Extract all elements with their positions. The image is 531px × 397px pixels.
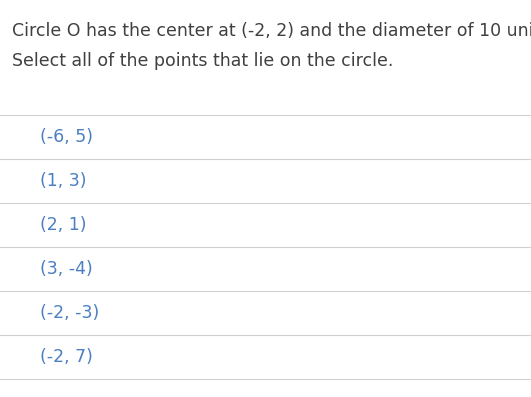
Text: (3, -4): (3, -4) bbox=[40, 260, 93, 278]
Text: (1, 3): (1, 3) bbox=[40, 172, 87, 190]
Text: (-2, 7): (-2, 7) bbox=[40, 348, 93, 366]
Text: (-6, 5): (-6, 5) bbox=[40, 128, 93, 146]
Text: (-2, -3): (-2, -3) bbox=[40, 304, 99, 322]
Text: Select all of the points that lie on the circle.: Select all of the points that lie on the… bbox=[12, 52, 393, 70]
Text: (2, 1): (2, 1) bbox=[40, 216, 87, 234]
Text: Circle O has the center at (-2, 2) and the diameter of 10 units.: Circle O has the center at (-2, 2) and t… bbox=[12, 22, 531, 40]
